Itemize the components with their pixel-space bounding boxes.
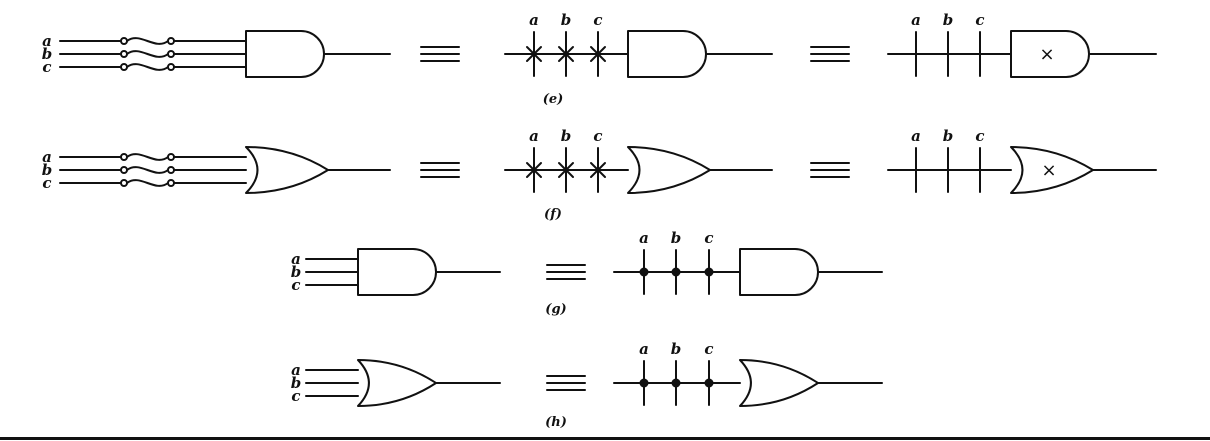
input-label-a: a: [291, 361, 301, 379]
connection-dot: [704, 267, 714, 277]
input-label-a: a: [529, 127, 539, 145]
equivalence-symbol: [546, 375, 586, 391]
and-gate: [627, 30, 707, 78]
equivalence-symbol: [810, 162, 850, 178]
input-label-b: b: [291, 374, 302, 392]
input-label-c: c: [975, 127, 984, 145]
connection-cross: [558, 46, 574, 62]
input-label-a: a: [42, 148, 52, 166]
equivalence-symbol: [546, 264, 586, 280]
input-label-c: c: [593, 127, 602, 145]
input-label-c: c: [42, 174, 51, 192]
dot-connection-gate: a b c: [613, 340, 883, 407]
input-label-c: c: [704, 229, 713, 247]
caption-g: (g): [545, 302, 566, 317]
or-gate: [1010, 146, 1094, 194]
input-label-b: b: [671, 340, 682, 358]
equivalence-symbol: [810, 46, 850, 62]
bottom-rule: [0, 437, 1210, 440]
crossed-connection-gate: a b c: [504, 11, 773, 78]
or-gate: [245, 146, 329, 194]
crossed-connection-gate: a b c: [504, 127, 773, 194]
input-label-b: b: [671, 229, 682, 247]
input-label-b: b: [943, 11, 954, 29]
plain-gate: abc: [291, 248, 501, 296]
fuse-link: [126, 37, 169, 45]
or-gate: [739, 359, 819, 407]
connection-cross: [558, 162, 574, 178]
input-label-b: b: [291, 263, 302, 281]
input-label-c: c: [291, 276, 300, 294]
and-gate: [245, 30, 325, 78]
input-label-c: c: [593, 11, 602, 29]
input-label-a: a: [639, 340, 649, 358]
and-gate: [1010, 30, 1090, 78]
fuse-link: [126, 63, 169, 71]
input-label-a: a: [529, 11, 539, 29]
connection-cross: [526, 162, 542, 178]
fuse-link: [126, 179, 169, 187]
connection-dot: [671, 267, 681, 277]
marked-gate: a b c ×: [887, 11, 1157, 78]
connection-dot: [671, 378, 681, 388]
corner-blank: [930, 350, 1210, 438]
marked-gate: a b c ×: [887, 127, 1157, 194]
dot-connection-gate: a b c: [613, 229, 883, 296]
input-label-b: b: [42, 161, 53, 179]
input-label-a: a: [42, 32, 52, 50]
connection-dot: [704, 378, 714, 388]
equivalence-symbol: [420, 46, 460, 62]
input-label-a: a: [911, 11, 921, 29]
fuse-link: [126, 153, 169, 161]
caption-e: (e): [543, 92, 564, 107]
plain-gate: abc: [291, 359, 501, 407]
input-label-c: c: [975, 11, 984, 29]
fuse-link: [126, 166, 169, 174]
and-gate: [739, 248, 819, 296]
connection-cross: [590, 162, 606, 178]
connection-cross: [590, 46, 606, 62]
input-label-b: b: [943, 127, 954, 145]
input-label-b: b: [561, 127, 572, 145]
gate-x-mark: ×: [1039, 44, 1054, 65]
caption-h: (h): [545, 415, 567, 430]
or-gate: [627, 146, 711, 194]
connection-dot: [639, 378, 649, 388]
input-label-b: b: [42, 45, 53, 63]
connection-dot: [639, 267, 649, 277]
input-label-a: a: [911, 127, 921, 145]
or-gate: [357, 359, 437, 407]
gate-x-mark: ×: [1041, 160, 1056, 181]
input-label-c: c: [291, 387, 300, 405]
fused-input-gate: abc: [42, 30, 391, 78]
caption-f: (f): [544, 207, 562, 222]
connection-cross: [526, 46, 542, 62]
input-label-a: a: [291, 250, 301, 268]
equivalence-symbol: [420, 162, 460, 178]
input-label-a: a: [639, 229, 649, 247]
fuse-link: [126, 50, 169, 58]
input-label-c: c: [704, 340, 713, 358]
fused-input-gate: abc: [42, 146, 391, 194]
input-label-b: b: [561, 11, 572, 29]
and-gate: [357, 248, 437, 296]
input-label-c: c: [42, 58, 51, 76]
